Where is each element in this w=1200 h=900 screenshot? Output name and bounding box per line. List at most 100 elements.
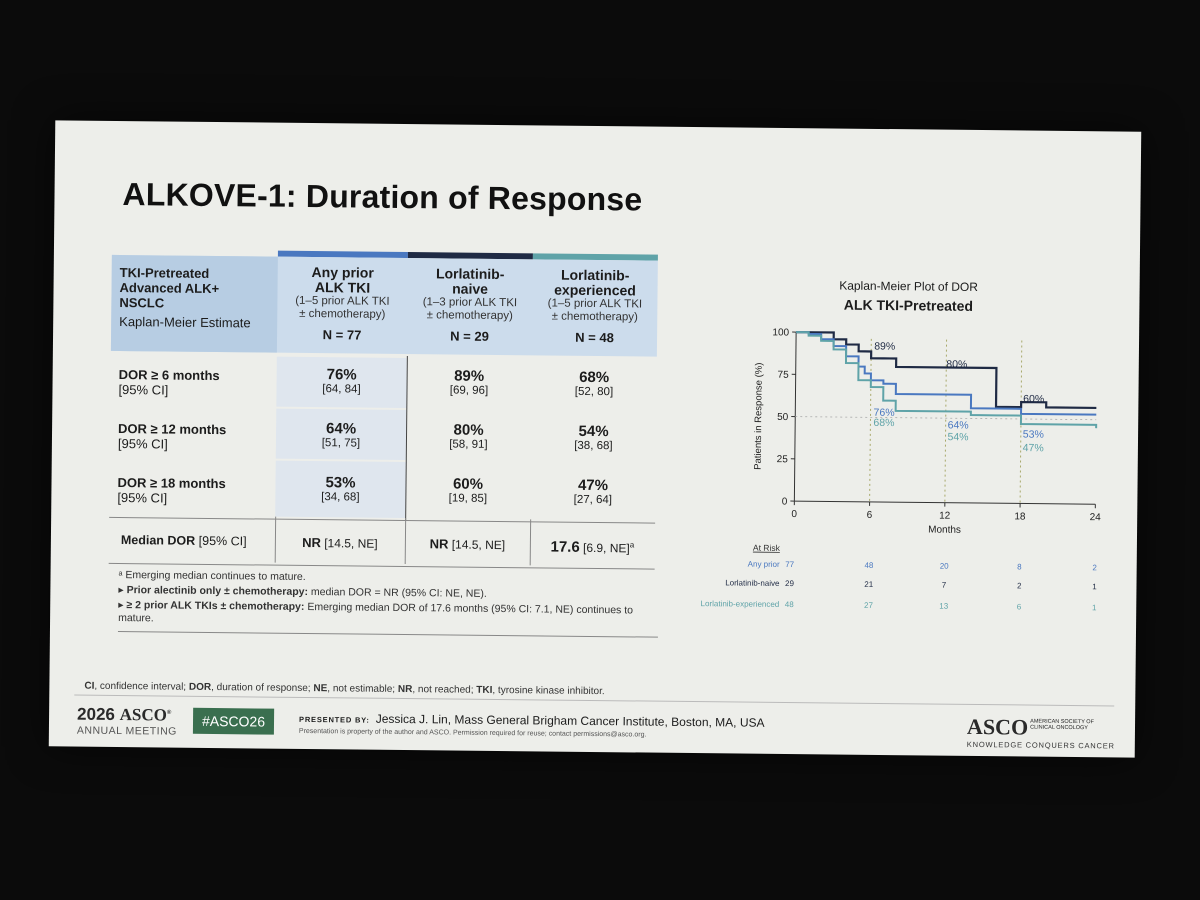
abbr-def: , duration of response; bbox=[211, 681, 314, 695]
cell-dor12-exp: 54% [38, 68] bbox=[531, 423, 656, 454]
x-tick-label: 0 bbox=[791, 509, 797, 520]
cell-value: 53% bbox=[325, 474, 356, 492]
footnote-bold: ≥ 2 prior ALK TKIs ± chemotherapy: bbox=[126, 599, 305, 613]
column-header-any-prior: Any prior ALK TKI (1–5 prior ALK TKI ± c… bbox=[277, 264, 408, 343]
footnote-bold: Prior alectinib only ± chemotherapy: bbox=[126, 584, 309, 599]
cell-dor12-any: 64% [51, 75] bbox=[276, 420, 406, 452]
cell-value: 47% bbox=[577, 476, 609, 495]
cell-median-exp: 17.6 [6.9, NE]a bbox=[530, 536, 655, 556]
column-title: experienced bbox=[554, 281, 637, 299]
y-tick-label: 75 bbox=[777, 370, 789, 381]
asco-wordmark: ASCO bbox=[966, 713, 1029, 740]
cell-ci: [52, 80] bbox=[574, 385, 614, 399]
annotation-label: 76% bbox=[873, 407, 894, 419]
row-ci-label: [95% CI] bbox=[117, 490, 168, 506]
meeting-label: ANNUAL MEETING bbox=[76, 724, 177, 738]
x-axis-label: Months bbox=[928, 524, 961, 535]
cell-median-naive: NR [14.5, NE] bbox=[405, 536, 530, 553]
row-label: DOR ≥ 6 months bbox=[118, 367, 220, 384]
annotation-label: 53% bbox=[1023, 429, 1044, 441]
x-tick-label: 6 bbox=[867, 510, 873, 521]
cell-ci: [69, 96] bbox=[449, 384, 489, 397]
asco-year-line: 2026 ASCO® bbox=[76, 704, 172, 725]
annotation-label: 80% bbox=[946, 358, 967, 370]
row-label-dor-12: DOR ≥ 12 months [95% CI] bbox=[118, 421, 227, 452]
at-risk-value: 13 bbox=[939, 602, 949, 611]
cell-ci: [14.5, NE] bbox=[451, 537, 506, 553]
x-tick-label: 18 bbox=[1014, 511, 1026, 522]
at-risk-value: 20 bbox=[940, 562, 950, 571]
row-label-dor-18: DOR ≥ 18 months [95% CI] bbox=[117, 475, 226, 506]
row-label: DOR ≥ 18 months bbox=[117, 475, 226, 492]
median-ci-label: [95% CI] bbox=[198, 533, 247, 549]
column-subtitle: ± chemotherapy) bbox=[426, 309, 513, 323]
cell-dor18-any: 53% [34, 68] bbox=[275, 474, 405, 506]
row-label: DOR ≥ 12 months bbox=[118, 421, 227, 438]
y-tick-label: 0 bbox=[782, 496, 788, 507]
annotation-label: 47% bbox=[1023, 442, 1044, 454]
y-tick-label: 25 bbox=[777, 454, 789, 465]
footnote-text: median DOR = NR (95% CI: NE, NE). bbox=[310, 586, 487, 600]
row-ci-label: [95% CI] bbox=[117, 436, 168, 452]
slide-title: ALKOVE-1: Duration of Response bbox=[122, 176, 643, 218]
cell-value: 89% bbox=[454, 367, 485, 385]
at-risk-label: At Risk bbox=[753, 543, 781, 553]
cell-ci: [38, 68] bbox=[574, 439, 613, 453]
row-label-median: Median DOR [95% CI] bbox=[121, 533, 247, 549]
cell-ci: [6.9, NE] bbox=[582, 540, 630, 556]
column-n: N = 77 bbox=[322, 327, 362, 343]
cell-ci: [14.5, NE] bbox=[324, 536, 378, 551]
abbr-term: TKI bbox=[476, 684, 493, 696]
column-subtitle: (1–5 prior ALK TKI bbox=[295, 294, 390, 308]
header-left-line3: NSCLC bbox=[119, 295, 165, 311]
asco-society-logo: ASCO AMERICAN SOCIETY OF CLINICAL ONCOLOG… bbox=[967, 714, 1115, 751]
median-label: Median DOR bbox=[120, 533, 196, 548]
abbr-term: DOR bbox=[188, 681, 212, 693]
abbr-def: , not estimable; bbox=[327, 683, 398, 695]
cell-dor12-naive: 80% [58, 91] bbox=[406, 422, 531, 453]
at-risk-value: 2 bbox=[1017, 581, 1022, 590]
meeting-year: 2026 bbox=[76, 704, 116, 724]
abbr-term: NR bbox=[397, 683, 413, 696]
presenter-name: Jessica J. Lin, Mass General Brigham Can… bbox=[375, 711, 765, 730]
cell-value: NR bbox=[302, 534, 322, 551]
annotation-label: 54% bbox=[947, 431, 968, 443]
x-tick-label: 24 bbox=[1090, 512, 1102, 523]
table-rule bbox=[109, 516, 656, 524]
cell-value: 80% bbox=[453, 421, 484, 439]
annotation-label: 68% bbox=[873, 417, 894, 429]
presenter-line: PRESENTED BY: Jessica J. Lin, Mass Genera… bbox=[299, 711, 765, 730]
society-name: AMERICAN SOCIETY OF CLINICAL ONCOLOGY bbox=[1030, 718, 1094, 732]
x-tick-label: 12 bbox=[939, 511, 951, 522]
at-risk-value: 21 bbox=[864, 580, 874, 589]
footnote-marker: a bbox=[629, 540, 635, 550]
presentation-slide: ALKOVE-1: Duration of Response TKI-Pretr… bbox=[48, 120, 1142, 758]
cell-dor18-exp: 47% [27, 64] bbox=[530, 477, 655, 508]
cell-median-any: NR [14.5, NE] bbox=[275, 535, 405, 552]
at-risk-value: 1 bbox=[1092, 582, 1097, 591]
at-risk-value: 29 bbox=[785, 579, 795, 588]
row-label-dor-6: DOR ≥ 6 months [95% CI] bbox=[118, 367, 219, 398]
km-curve-3 bbox=[796, 331, 1098, 429]
column-n: N = 48 bbox=[575, 329, 614, 346]
cell-value: 64% bbox=[325, 420, 357, 438]
column-header-lorlatinib-naive: Lorlatinib- naive (1–3 prior ALK TKI ± c… bbox=[407, 265, 533, 344]
column-title: naive bbox=[452, 280, 489, 297]
column-title: ALK TKI bbox=[314, 279, 371, 296]
presented-by-label: PRESENTED BY: bbox=[299, 714, 370, 725]
column-subtitle: (1–5 prior ALK TKI bbox=[547, 297, 643, 311]
column-subtitle: (1–3 prior ALK TKI bbox=[422, 296, 518, 310]
y-axis-label: Patients in Response (%) bbox=[753, 363, 765, 470]
annotation-label: 64% bbox=[948, 419, 969, 431]
cell-ci: [51, 75] bbox=[321, 437, 361, 450]
header-left-line2: Advanced ALK+ bbox=[119, 280, 220, 297]
column-header-lorlatinib-experienced: Lorlatinib- experienced (1–5 prior ALK T… bbox=[532, 267, 658, 346]
cell-dor6-any: 76% [64, 84] bbox=[276, 366, 406, 398]
table-footnotes: ᵃ Emerging median continues to mature. ▸… bbox=[117, 569, 659, 640]
annotation-label: 89% bbox=[874, 341, 895, 353]
column-subtitle: ± chemotherapy) bbox=[299, 307, 386, 321]
cell-value: 17.6 bbox=[550, 538, 580, 556]
annotation-label: 60% bbox=[1023, 393, 1044, 405]
cell-value: 54% bbox=[578, 422, 609, 441]
